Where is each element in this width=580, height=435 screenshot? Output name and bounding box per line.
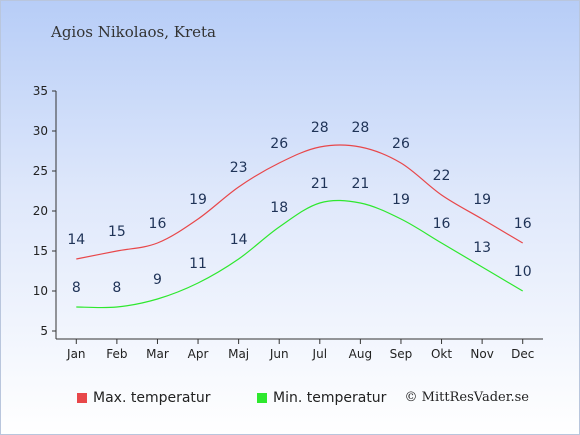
data-label-min-Nov: 13 xyxy=(473,240,491,256)
data-label-min-Jun: 18 xyxy=(270,200,288,216)
x-tick-label-Maj: Maj xyxy=(228,347,249,361)
data-label-min-Jan: 8 xyxy=(72,280,81,296)
data-label-min-Dec: 10 xyxy=(514,264,532,280)
data-label-max-Okt: 22 xyxy=(433,168,451,184)
x-tick-label-Nov: Nov xyxy=(470,347,493,361)
y-tick-label-5: 5 xyxy=(40,324,48,338)
data-label-max-Sep: 26 xyxy=(392,136,410,152)
data-label-max-Jun: 26 xyxy=(270,136,288,152)
y-tick-label-10: 10 xyxy=(33,284,48,298)
data-label-min-Maj: 14 xyxy=(230,232,248,248)
data-label-max-Feb: 15 xyxy=(108,224,126,240)
data-label-max-Nov: 19 xyxy=(473,192,491,208)
data-label-min-Aug: 21 xyxy=(351,176,369,192)
legend-label-max: Max. temperatur xyxy=(93,390,211,406)
series-line-min xyxy=(76,199,524,309)
x-tick-label-Apr: Apr xyxy=(188,347,209,361)
data-label-max-Mar: 16 xyxy=(149,216,167,232)
legend-item-min: Min. temperatur xyxy=(257,390,386,406)
legend-swatch-min xyxy=(257,393,267,403)
y-tick-label-35: 35 xyxy=(33,84,48,98)
x-tick-label-Jan: Jan xyxy=(66,347,86,361)
data-label-min-Jul: 21 xyxy=(311,176,329,192)
legend-swatch-max xyxy=(77,393,87,403)
credit-text: © MittResVader.se xyxy=(404,390,529,405)
y-tick-label-25: 25 xyxy=(33,164,48,178)
x-tick-label-Jun: Jun xyxy=(269,347,289,361)
x-tick-label-Mar: Mar xyxy=(146,347,169,361)
data-label-min-Sep: 19 xyxy=(392,192,410,208)
x-tick-label-Feb: Feb xyxy=(106,347,127,361)
data-label-max-Maj: 23 xyxy=(230,160,248,176)
chart-title: Agios Nikolaos, Kreta xyxy=(51,23,216,41)
data-label-max-Apr: 19 xyxy=(189,192,207,208)
y-tick-label-15: 15 xyxy=(33,244,48,258)
data-label-min-Okt: 16 xyxy=(433,216,451,232)
series-line-max xyxy=(76,144,524,260)
x-tick-label-Dec: Dec xyxy=(511,347,534,361)
x-tick-label-Sep: Sep xyxy=(390,347,413,361)
data-label-min-Apr: 11 xyxy=(189,256,207,272)
data-label-min-Feb: 8 xyxy=(112,280,121,296)
data-label-max-Aug: 28 xyxy=(351,120,369,136)
data-label-min-Mar: 9 xyxy=(153,272,162,288)
legend-label-min: Min. temperatur xyxy=(273,390,387,406)
x-tick-label-Okt: Okt xyxy=(431,347,452,361)
y-tick-label-20: 20 xyxy=(33,204,48,218)
x-tick-label-Aug: Aug xyxy=(349,347,372,361)
data-label-max-Jan: 14 xyxy=(67,232,85,248)
data-label-max-Jul: 28 xyxy=(311,120,329,136)
y-tick-label-30: 30 xyxy=(33,124,48,138)
data-label-max-Dec: 16 xyxy=(514,216,532,232)
x-tick-label-Jul: Jul xyxy=(312,347,327,361)
legend-item-max: Max. temperatur xyxy=(77,390,211,406)
